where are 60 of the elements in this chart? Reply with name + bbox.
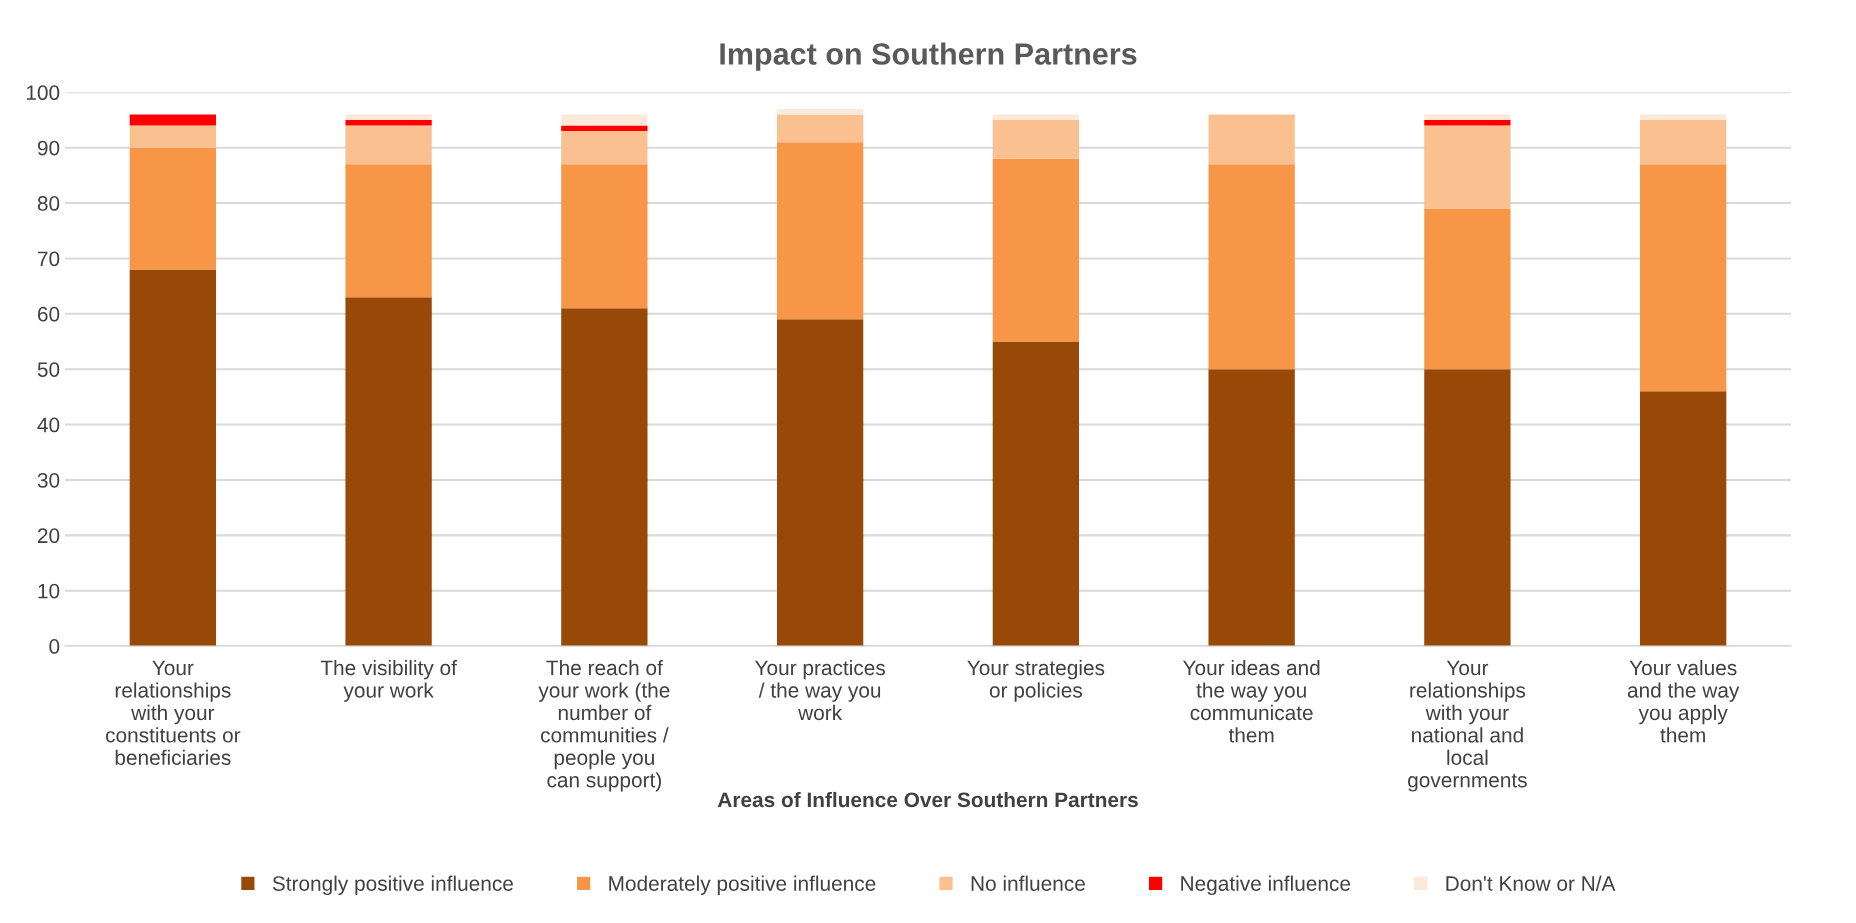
legend-label: No influence (971, 875, 1085, 891)
x-tick-label: Your values and the way you apply them (1627, 659, 1740, 743)
x-tick-label: Your relationships with your national and local governments (1408, 660, 1527, 792)
bar (1640, 114, 1727, 120)
bar (345, 114, 432, 120)
x-axis-title: Areas of Influence Over Southern Partners (717, 791, 1138, 808)
bar (1424, 119, 1511, 126)
bar (561, 125, 648, 132)
bar (776, 319, 864, 647)
x-tick-label: Your relationships with your constituents or beneficiaries (105, 660, 241, 766)
bar (1208, 114, 1295, 165)
bar (776, 114, 864, 143)
bar (129, 114, 216, 126)
bar (1208, 369, 1295, 647)
y-tick-label: 100 (26, 85, 60, 101)
legend-label: Moderately positive influence (609, 875, 876, 896)
y-tick-label: 80 (37, 196, 60, 211)
bar (345, 125, 432, 165)
bar (1424, 369, 1511, 647)
bar (561, 164, 648, 309)
y-tick-label: 90 (37, 140, 60, 156)
legend-label: Strongly positive influence (272, 875, 513, 896)
bar (1640, 164, 1727, 392)
bar (129, 269, 216, 647)
bar (1424, 114, 1511, 120)
bar (992, 119, 1080, 159)
x-tick-label: The visibility of your work (320, 659, 457, 702)
bar (1424, 125, 1511, 209)
y-tick-label: 30 (37, 472, 60, 488)
x-tick-label: The reach of your work (the number of communities / people you can support) (538, 659, 670, 792)
x-tick-label: Your practices / the way you work (754, 659, 885, 721)
bar (561, 114, 648, 126)
y-tick-label: 40 (37, 417, 60, 433)
bar (776, 142, 864, 320)
bar (561, 131, 648, 165)
bar (992, 341, 1080, 647)
y-tick-label: 60 (37, 306, 60, 322)
y-tick-label: 10 (38, 583, 60, 599)
y-tick-label: 20 (37, 528, 60, 544)
x-tick-label: Your strategies or policies (967, 659, 1105, 702)
chart-title: Impact on Southern Partners (720, 42, 1137, 71)
bar (1640, 391, 1727, 647)
y-tick-label: 0 (49, 639, 60, 654)
bar (992, 114, 1080, 120)
y-tick-label: 70 (38, 251, 60, 267)
bar (1208, 164, 1295, 370)
bar (1640, 119, 1727, 165)
y-tick-label: 50 (37, 362, 60, 377)
bar (345, 297, 432, 647)
bar (345, 164, 432, 298)
legend-label: Negative influence (1181, 875, 1351, 896)
bar (1424, 208, 1511, 370)
bar (776, 108, 864, 115)
bar (561, 308, 648, 647)
x-tick-label: Your ideas and the way you communicate them (1182, 659, 1320, 743)
bar (129, 125, 216, 148)
bar (345, 119, 432, 126)
bar (129, 147, 216, 270)
legend-label: Don't Know or N/A (1446, 875, 1616, 891)
bar (992, 158, 1080, 342)
